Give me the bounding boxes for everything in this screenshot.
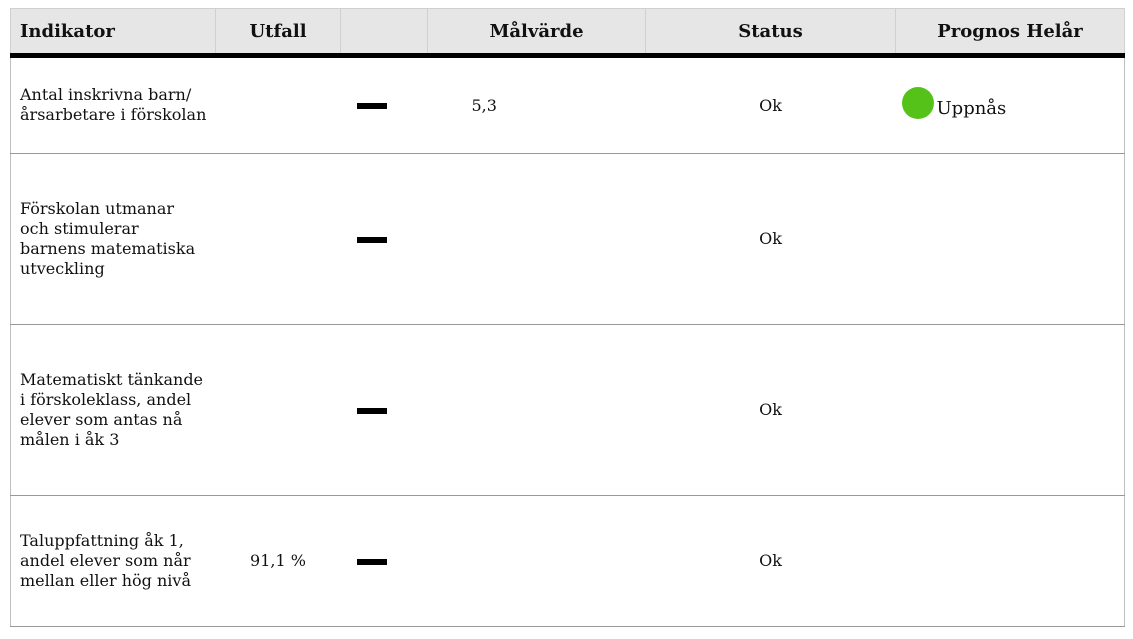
header-trend: [340, 8, 428, 58]
malvarde-cell: [427, 495, 646, 627]
prognos-cell: [895, 495, 1125, 627]
dash-icon: [356, 236, 387, 243]
header-row: Indikator Utfall Målvärde Status Prognos…: [10, 8, 1125, 58]
indikator-cell: Förskolan utmanar och stimulerar barnens…: [10, 153, 216, 325]
header-prognos: Prognos Helår: [895, 8, 1125, 58]
dash-icon: [356, 558, 387, 565]
prognos-cell: [895, 324, 1125, 496]
trend-cell: [340, 495, 428, 627]
indicator-table: Indikator Utfall Målvärde Status Prognos…: [10, 8, 1125, 627]
utfall-cell: 91,1 %: [215, 495, 341, 627]
malvarde-cell: [427, 324, 646, 496]
prognos-label: Uppnås: [936, 97, 1007, 119]
indikator-cell: Taluppfattning åk 1, andel elever som nå…: [10, 495, 216, 627]
table-row: Taluppfattning åk 1, andel elever som nå…: [10, 495, 1125, 627]
header-indikator: Indikator: [10, 8, 216, 58]
prognos-cell: [895, 153, 1125, 325]
utfall-cell: [215, 55, 341, 154]
status-cell: Ok: [645, 495, 896, 627]
dash-icon: [356, 103, 387, 109]
header-status: Status: [645, 8, 896, 58]
prognos-cell: Uppnås: [895, 55, 1125, 154]
status-cell: Ok: [645, 55, 896, 154]
malvarde-cell: [427, 153, 646, 325]
trend-cell: [340, 153, 428, 325]
header-malvarde: Målvärde: [427, 8, 646, 58]
utfall-cell: [215, 324, 341, 496]
indikator-cell: Antal inskrivna barn/årsarbetare i försk…: [10, 55, 216, 154]
utfall-cell: [215, 153, 341, 325]
green-circle-icon: [901, 86, 934, 119]
status-cell: Ok: [645, 324, 896, 496]
table-row: Förskolan utmanar och stimulerar barnens…: [10, 153, 1125, 325]
trend-cell: [340, 55, 428, 154]
malvarde-cell: 5,3: [427, 55, 646, 154]
dash-icon: [356, 407, 387, 414]
table-row: Antal inskrivna barn/årsarbetare i försk…: [10, 55, 1125, 154]
status-cell: Ok: [645, 153, 896, 325]
header-utfall: Utfall: [215, 8, 341, 58]
table-row: Matematiskt tänkande i förskoleklass, an…: [10, 324, 1125, 496]
indikator-cell: Matematiskt tänkande i förskoleklass, an…: [10, 324, 216, 496]
trend-cell: [340, 324, 428, 496]
